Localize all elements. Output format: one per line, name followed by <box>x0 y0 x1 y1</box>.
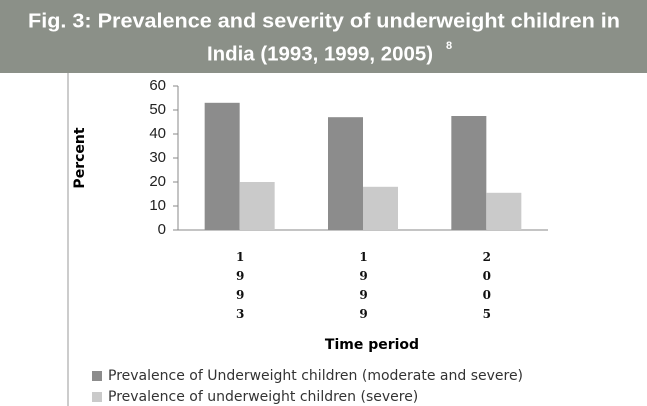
x-tick-label: 2005 <box>480 250 494 326</box>
x-tick-label: 1999 <box>357 250 371 326</box>
plot: 0 10 20 30 40 50 60 1993 1999 2005 Prevalence of U… <box>92 77 548 405</box>
y-tick-label: 20 <box>149 173 166 190</box>
title-note: 8 <box>446 40 452 52</box>
bar <box>328 117 363 230</box>
bar <box>204 102 240 230</box>
y-tick-label: 40 <box>149 125 166 142</box>
bar <box>239 182 275 230</box>
bar <box>451 116 487 230</box>
title-line: India (1993, 1999, 2005) <box>207 43 433 65</box>
legend-label: Prevalence of Underweight children (mode… <box>108 368 523 384</box>
y-axis-label: Percent <box>72 127 88 188</box>
y-tick-label: 30 <box>149 149 166 166</box>
y-tick-label: 0 <box>158 221 166 238</box>
legend-swatch <box>92 392 102 402</box>
x-axis-label: Time period <box>325 337 419 353</box>
x-tick-label: 1993 <box>233 250 247 326</box>
bar <box>486 192 522 230</box>
legend-swatch <box>92 371 102 381</box>
y-tick-label: 50 <box>149 101 166 118</box>
y-tick-label: 10 <box>149 197 166 214</box>
title-line: Fig. 3: Prevalence and severity of under… <box>28 10 620 32</box>
bar <box>363 186 398 230</box>
header-band <box>0 0 647 73</box>
y-tick-label: 60 <box>149 77 166 94</box>
legend-label: Prevalence of underweight children (seve… <box>108 389 418 405</box>
